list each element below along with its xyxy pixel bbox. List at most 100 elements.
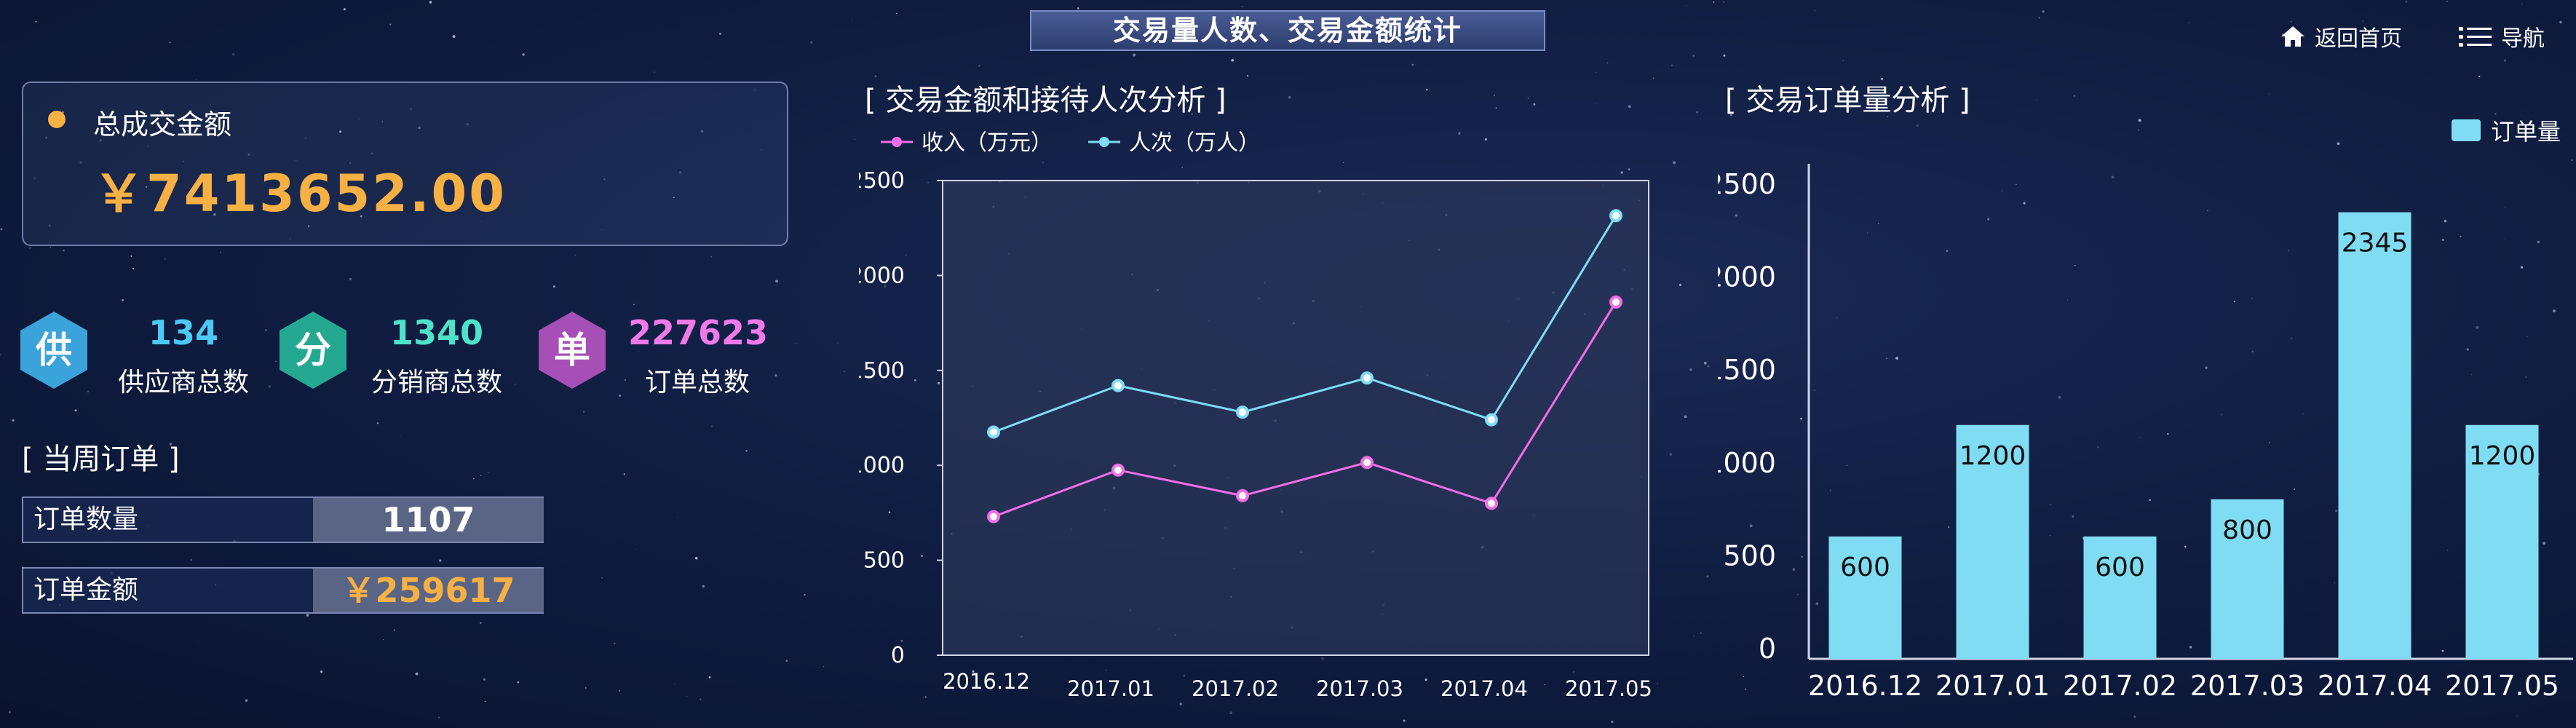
star [774,374,777,377]
star [473,478,475,480]
star [2220,414,2222,416]
star [320,670,323,673]
star [45,137,47,139]
star [145,186,148,188]
weekly-order-count-row: 订单数量 1107 [22,496,544,543]
star [268,385,272,388]
data-point [1360,371,1374,385]
data-point [1609,209,1622,223]
star [601,577,603,579]
star [927,181,929,183]
bar-value-label: 1200 [2469,441,2536,471]
star [2038,17,2040,19]
data-point [1111,379,1125,392]
star [1424,678,1427,681]
star [515,383,517,385]
star [1342,162,1344,164]
star [2444,219,2447,223]
star [619,395,622,397]
distributor-hex-char: 分 [295,329,331,371]
data-point [1236,488,1249,502]
star [2291,338,2293,340]
star [785,660,788,662]
star [1815,602,1819,606]
star [411,108,412,110]
star [1703,361,1707,365]
star [972,670,975,673]
star [1411,63,1414,66]
star [2446,0,2448,2]
star [1846,464,1848,467]
nav-label: 导航 [2501,26,2545,52]
series-line-income [993,301,1617,518]
star [710,256,713,258]
orders-hex-char: 单 [554,329,590,371]
star [99,138,102,142]
star [2494,113,2497,115]
star [2527,336,2528,337]
weekly-order-count-label: 订单数量 [33,505,139,534]
star [1836,317,1838,319]
star [2184,545,2187,548]
star [231,52,235,56]
line-chart-plot-area [943,181,1649,655]
total-amount-panel [22,82,788,246]
star [900,639,903,642]
star [2189,646,2192,649]
star [427,315,429,317]
x-tick-label: 2017.05 [2445,670,2559,702]
star [2073,95,2075,97]
supplier-count: 134 [148,313,219,352]
star [1077,7,1079,9]
star [686,695,688,697]
star [389,23,392,25]
star [2268,93,2270,95]
star [1749,524,1753,528]
home-link[interactable]: 返回首页 [2280,20,2402,52]
star [1628,105,1631,108]
star [2066,299,2069,301]
star [1685,5,1687,7]
weekly-order-amount-value: ￥259617 [313,569,544,612]
star [2138,119,2141,122]
star [2294,488,2296,490]
star [466,122,469,126]
star [2559,20,2562,24]
star [1181,167,1184,168]
x-tick-label: 2017.02 [1192,676,1279,701]
star [480,475,482,476]
star [1611,720,1614,724]
star [2441,238,2444,242]
star [34,178,36,179]
star [619,689,620,692]
star [654,71,655,73]
star [2387,35,2390,38]
nav-menu-button[interactable]: 导航 [2459,20,2545,52]
star [1886,357,1887,359]
star [437,716,440,719]
bullet-dot-icon [48,111,66,128]
legend-label: 订单量 [2491,118,2561,146]
star [190,558,193,561]
star [1745,688,1747,690]
bar-value-label: 2345 [2342,229,2409,258]
y-tick-label: 1000 [1718,447,1776,479]
star [1573,671,1574,673]
star [48,224,51,227]
page-title: 交易量人数、交易金额统计 [1030,10,1545,51]
total-amount-value: ￥7413652.00 [93,164,507,223]
star [2138,129,2140,131]
star [1679,283,1682,286]
star [181,116,183,119]
star [638,351,640,352]
data-point [987,425,1000,439]
star [483,678,486,681]
star [1191,113,1193,115]
star [2447,550,2449,551]
star [1830,490,1831,491]
bar-value-label: 800 [2222,515,2272,545]
weekly-order-amount-row: 订单金额 ￥259617 [22,567,544,614]
